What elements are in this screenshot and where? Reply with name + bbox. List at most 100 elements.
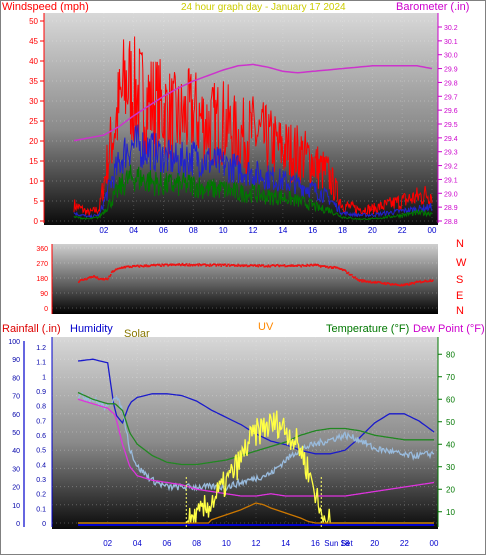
direction-point — [86, 278, 88, 280]
wind-x-tick-label: 14 — [278, 226, 287, 235]
direction-point — [419, 280, 421, 282]
direction-point — [264, 265, 266, 268]
direction-point — [192, 263, 195, 266]
direction-point — [151, 264, 153, 266]
direction-point — [375, 282, 378, 284]
direction-point — [198, 263, 201, 265]
direction-point — [85, 278, 88, 281]
rain-tick-label: 0.6 — [36, 433, 46, 440]
wind-x-tick-label: 16 — [308, 226, 317, 235]
direction-point — [102, 277, 104, 280]
direction-point — [266, 266, 269, 268]
direction-point — [196, 263, 199, 266]
direction-point — [415, 281, 417, 284]
direction-point — [152, 264, 154, 267]
direction-point — [369, 280, 372, 283]
direction-point — [383, 283, 385, 285]
barometer-tick-label: 28.9 — [444, 205, 458, 212]
direction-point — [228, 263, 230, 266]
direction-point — [267, 264, 270, 266]
direction-point — [260, 265, 262, 267]
direction-point — [280, 264, 282, 267]
direction-point — [416, 281, 419, 283]
wind-chart-title: 24 hour graph day - January 17 2024 — [181, 2, 346, 13]
direction-point — [254, 264, 256, 266]
direction-point — [307, 264, 309, 267]
direction-point — [334, 266, 336, 268]
direction-point — [255, 265, 258, 267]
direction-point — [368, 280, 371, 283]
direction-point — [191, 264, 194, 267]
direction-point — [336, 266, 339, 269]
direction-point — [290, 264, 292, 266]
direction-point — [384, 283, 387, 286]
rain-tick-label: 0.5 — [36, 448, 46, 455]
humidity-tick-label: 0 — [16, 521, 20, 528]
direction-point — [276, 263, 279, 266]
wind-x-tick-label: 12 — [249, 226, 258, 235]
direction-point — [278, 265, 281, 268]
wind-series-0 — [73, 36, 433, 216]
direction-point — [426, 280, 429, 283]
direction-point — [114, 269, 116, 272]
direction-point — [111, 270, 114, 272]
direction-point — [174, 264, 177, 267]
direction-point — [222, 263, 224, 266]
direction-point — [314, 263, 317, 266]
direction-point — [188, 263, 190, 265]
rain-tick-label: 0.7 — [36, 418, 46, 425]
direction-point — [162, 264, 164, 266]
direction-point — [167, 265, 169, 267]
direction-point — [99, 278, 101, 280]
climate-x-tick-label: 06 — [163, 539, 172, 548]
direction-point — [394, 283, 397, 285]
wind-x-tick-label: 04 — [129, 226, 138, 235]
direction-point — [139, 264, 142, 267]
direction-point — [409, 282, 411, 284]
rain-tick-label: 0.1 — [36, 506, 46, 513]
rain-tick-label: 1.2 — [36, 345, 46, 352]
direction-point — [357, 279, 360, 281]
direction-point — [101, 278, 104, 281]
direction-point — [251, 264, 254, 266]
direction-point — [324, 265, 326, 267]
direction-point — [427, 280, 430, 283]
direction-point — [339, 268, 341, 270]
direction-point — [147, 264, 149, 267]
climate-series-5 — [78, 502, 434, 524]
direction-point — [421, 281, 423, 283]
direction-point — [373, 282, 376, 284]
direction-point — [400, 284, 402, 287]
direction-tick-label: 90 — [40, 291, 48, 298]
direction-point — [112, 270, 115, 273]
direction-point — [226, 265, 228, 267]
rain-tick-label: 0 — [42, 521, 46, 528]
direction-point — [164, 263, 167, 266]
direction-point — [131, 266, 133, 269]
direction-point — [206, 264, 208, 266]
temp-tick-label: 60 — [446, 395, 455, 404]
direction-point — [169, 263, 172, 266]
direction-point — [104, 278, 106, 280]
direction-point — [358, 280, 361, 282]
direction-point — [88, 276, 90, 279]
direction-point — [115, 268, 117, 271]
direction-point — [232, 264, 234, 266]
wind-axes: 0 5 10 15 20 25 30 35 40 45 50 28.8 28.9 29.0 29.1 29.2… — [29, 13, 458, 235]
direction-point — [365, 281, 367, 283]
direction-point — [354, 276, 357, 278]
direction-point — [169, 263, 171, 266]
temp-tick-label: 30 — [446, 463, 455, 472]
direction-point — [397, 284, 399, 286]
direction-point — [347, 271, 350, 274]
direction-point — [275, 264, 277, 267]
solar-legend-label: Solar — [124, 328, 150, 340]
direction-point — [296, 265, 298, 267]
direction-point — [293, 265, 296, 267]
climate-panel-bg — [52, 337, 438, 529]
direction-point — [117, 267, 120, 270]
wind-y-tick-label: 25 — [29, 117, 38, 126]
direction-point — [412, 282, 415, 285]
